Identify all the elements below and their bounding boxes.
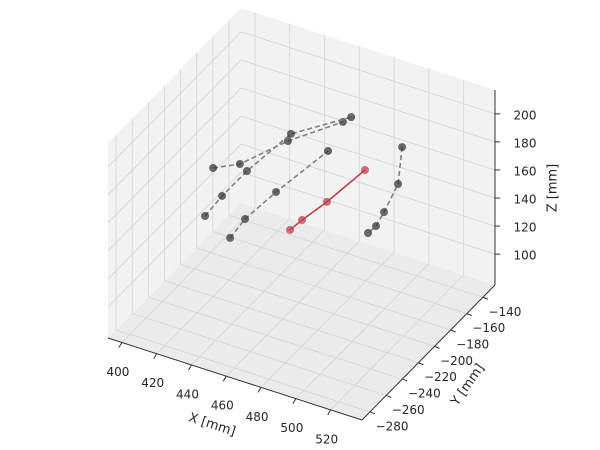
y-axis-line — [361, 284, 496, 421]
y-tick-label: −160 — [472, 321, 505, 335]
x-tick-label: 440 — [176, 387, 199, 401]
series-line — [289, 169, 366, 231]
x-axis-label: X [mm] — [187, 410, 238, 439]
grid-line — [148, 296, 403, 380]
series-line — [204, 116, 352, 217]
grid-line — [228, 214, 484, 298]
tick-mark — [418, 362, 424, 366]
data-point — [361, 165, 369, 174]
grid-line — [121, 207, 256, 343]
z-tick-label: 160 — [514, 164, 537, 178]
grid-line — [330, 274, 464, 411]
grid-line — [107, 143, 242, 280]
tick-mark — [292, 398, 297, 404]
z-axis-label: Z [mm] — [546, 164, 561, 213]
grid-line — [212, 231, 467, 315]
z-tick-label: 180 — [514, 136, 537, 150]
grid-line — [240, 143, 496, 227]
z-tick-label: 140 — [514, 193, 537, 207]
data-point — [286, 225, 295, 234]
z-tick-label: 120 — [514, 221, 537, 235]
grid-line — [115, 329, 371, 413]
y-tick-label: −200 — [440, 354, 473, 368]
grid-line — [260, 252, 395, 388]
x-tick-label: 400 — [106, 365, 129, 379]
tick-mark — [188, 364, 192, 371]
x-tick-label: 460 — [211, 399, 234, 413]
data-point — [338, 117, 347, 126]
y-tick-label: −240 — [408, 387, 441, 401]
grid-line — [107, 59, 242, 196]
grid-line — [196, 247, 451, 331]
data-point — [241, 215, 250, 224]
grid-line — [240, 31, 496, 115]
grid-line — [107, 31, 242, 168]
data-point — [372, 222, 381, 231]
tick-mark — [257, 387, 262, 393]
data-point — [209, 163, 218, 172]
series-line — [229, 150, 329, 239]
data-point — [322, 197, 331, 206]
floor-pane — [108, 203, 495, 420]
data-point — [364, 229, 373, 238]
grid-line — [164, 280, 419, 364]
x-tick-label: 520 — [315, 432, 338, 446]
data-point — [394, 179, 403, 188]
y-axis-label: Y [mm] — [448, 361, 488, 409]
y-tick-label: −280 — [376, 419, 409, 433]
y-tick-label: −260 — [392, 403, 425, 417]
data-point — [218, 191, 227, 200]
grid-line — [226, 240, 360, 377]
y-tick-label: −220 — [424, 370, 457, 384]
grid-line — [240, 87, 496, 171]
data-point — [324, 146, 333, 155]
data-point — [201, 211, 210, 220]
grid-line — [191, 229, 325, 366]
grid-line — [240, 59, 496, 143]
y-tick-label: −180 — [456, 338, 489, 352]
grid-line — [107, 87, 242, 224]
grid-line — [295, 263, 430, 399]
data-point — [298, 216, 307, 225]
data-point — [380, 208, 389, 217]
data-point — [235, 159, 244, 168]
left-pane — [108, 8, 241, 338]
z-tick-label: 200 — [514, 108, 537, 122]
tick-mark — [385, 394, 392, 398]
data-point — [226, 233, 235, 242]
tick-mark — [369, 411, 376, 415]
grid-line — [107, 115, 242, 252]
back-pane — [241, 8, 495, 285]
tick-mark — [153, 353, 158, 359]
data-point — [347, 113, 356, 122]
grid-line — [132, 313, 387, 396]
data-point — [242, 167, 251, 176]
tick-mark — [402, 378, 408, 382]
tick-mark — [327, 409, 332, 416]
tick-mark — [466, 313, 472, 317]
x-tick-label: 500 — [280, 421, 303, 435]
grid-line — [180, 263, 435, 347]
grid-line — [156, 218, 290, 355]
data-point — [286, 129, 295, 138]
tick-mark — [450, 329, 456, 333]
x-tick-label: 420 — [141, 376, 164, 390]
tick-mark — [434, 345, 440, 349]
data-point — [283, 137, 292, 146]
z-tick-label: 100 — [514, 249, 537, 263]
tick-mark — [482, 296, 489, 300]
data-point — [272, 188, 281, 197]
data-point — [398, 143, 407, 152]
tick-mark — [222, 375, 227, 382]
grid-line — [240, 115, 496, 199]
y-tick-label: −140 — [488, 305, 521, 319]
x-axis-line — [107, 337, 363, 421]
tick-mark — [118, 342, 123, 348]
x-tick-label: 480 — [246, 410, 269, 424]
